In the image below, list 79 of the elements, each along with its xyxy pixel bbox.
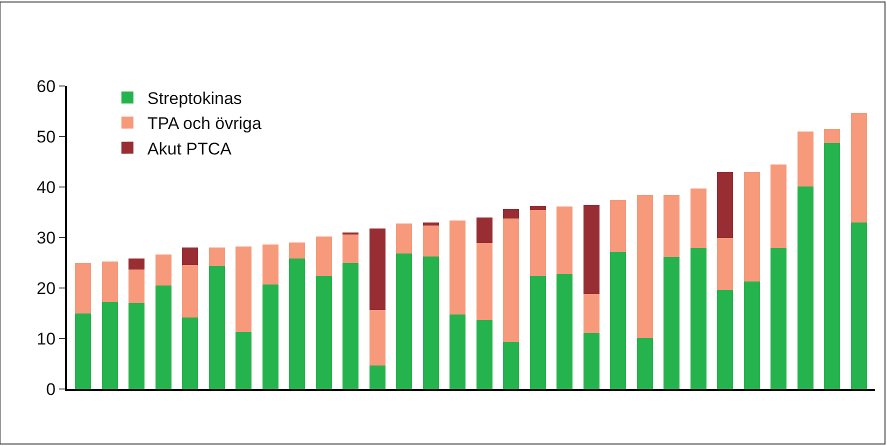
bar xyxy=(610,200,626,252)
bar xyxy=(369,228,386,310)
bar xyxy=(476,217,492,244)
bar xyxy=(850,112,867,222)
bar xyxy=(583,205,600,294)
legend-label: Akut PTCA xyxy=(147,139,232,158)
bar xyxy=(208,248,225,266)
bar xyxy=(155,285,172,389)
bar xyxy=(236,246,252,332)
bar xyxy=(128,269,145,304)
bar xyxy=(369,365,386,389)
bar xyxy=(744,172,760,282)
y-tick-label: 50 xyxy=(36,127,56,146)
bar xyxy=(690,188,706,248)
bar xyxy=(850,222,867,389)
bar xyxy=(770,248,787,389)
bar xyxy=(262,284,278,389)
y-tick-label: 20 xyxy=(36,278,56,298)
bar xyxy=(182,264,198,318)
bar xyxy=(450,220,466,314)
bar xyxy=(316,236,332,276)
bar xyxy=(422,225,439,257)
bar xyxy=(75,313,92,389)
bar xyxy=(396,223,412,254)
bar xyxy=(342,262,359,389)
bar xyxy=(476,243,492,320)
bar xyxy=(75,262,92,314)
bar xyxy=(556,206,573,274)
bar xyxy=(530,206,546,210)
y-tick-label: 0 xyxy=(46,380,56,399)
bar xyxy=(476,320,492,389)
bar xyxy=(636,338,653,389)
bar xyxy=(610,252,626,389)
bar xyxy=(102,302,118,389)
bar xyxy=(503,209,520,218)
bar xyxy=(770,164,787,248)
bar xyxy=(717,238,734,290)
bar xyxy=(155,254,172,286)
bar xyxy=(422,222,439,226)
y-tick-label: 30 xyxy=(36,228,56,248)
bar xyxy=(664,257,680,389)
bar xyxy=(503,342,520,389)
bar xyxy=(422,256,439,389)
bar xyxy=(182,317,198,389)
bar xyxy=(824,143,840,389)
bar xyxy=(530,276,546,389)
bar xyxy=(583,332,600,389)
bar xyxy=(289,258,306,389)
bar xyxy=(236,332,252,389)
bar xyxy=(717,290,734,389)
bar xyxy=(583,294,600,333)
bar xyxy=(182,248,198,265)
bar xyxy=(128,303,145,389)
bar xyxy=(503,218,520,342)
bar xyxy=(262,244,278,284)
bar xyxy=(450,314,466,389)
bar xyxy=(396,254,412,389)
bar xyxy=(128,258,145,270)
legend-label: Streptokinas xyxy=(147,89,242,108)
bar xyxy=(102,262,118,302)
bar xyxy=(797,131,814,186)
y-tick-label: 40 xyxy=(36,178,56,197)
bar xyxy=(316,276,332,389)
bar xyxy=(690,248,706,389)
bar xyxy=(530,210,546,276)
bar xyxy=(342,234,359,263)
bar xyxy=(717,172,734,238)
bar xyxy=(664,195,680,258)
legend-label: TPA och övriga xyxy=(147,114,262,134)
y-tick-label: 10 xyxy=(36,329,56,348)
bar xyxy=(636,195,653,338)
bar xyxy=(369,310,386,366)
bar xyxy=(556,274,573,389)
y-tick-label: 60 xyxy=(36,76,56,96)
bar xyxy=(744,281,760,389)
bar xyxy=(797,186,814,389)
bar xyxy=(289,242,306,259)
bar xyxy=(208,266,225,389)
bar xyxy=(824,128,840,144)
